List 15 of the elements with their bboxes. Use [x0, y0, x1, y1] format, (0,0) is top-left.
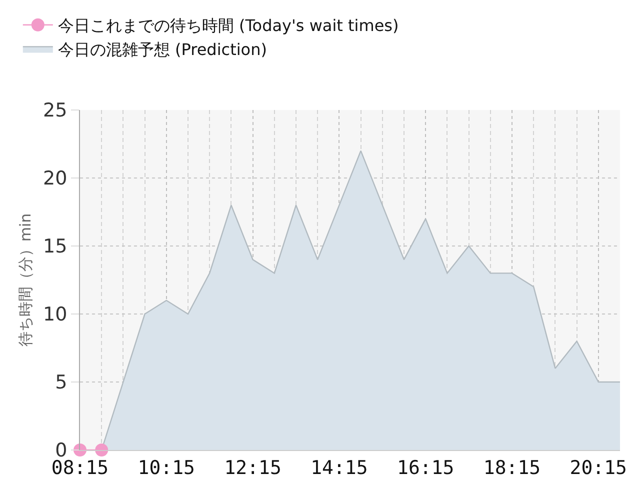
x-tick-label: 16:15 — [397, 456, 454, 479]
y-tick-label: 5 — [55, 372, 68, 394]
y-tick-label: 15 — [43, 236, 68, 258]
x-tick-label: 12:15 — [224, 456, 282, 479]
x-tick-label: 10:15 — [138, 456, 195, 479]
y-tick-label: 25 — [43, 100, 68, 122]
x-tick-label: 20:15 — [570, 456, 627, 479]
y-tick-label: 20 — [43, 168, 68, 190]
legend-label: 今日の混雑予想 (Prediction) — [58, 40, 267, 59]
x-tick-label: 18:15 — [483, 456, 541, 479]
y-axis-title: 待ち時間（分）min — [16, 213, 34, 347]
x-tick-label: 08:15 — [51, 456, 109, 479]
x-tick-label: 14:15 — [310, 456, 368, 479]
legend-label: 今日これまでの待ち時間 (Today's wait times) — [58, 16, 399, 36]
y-tick-label: 10 — [43, 304, 68, 326]
